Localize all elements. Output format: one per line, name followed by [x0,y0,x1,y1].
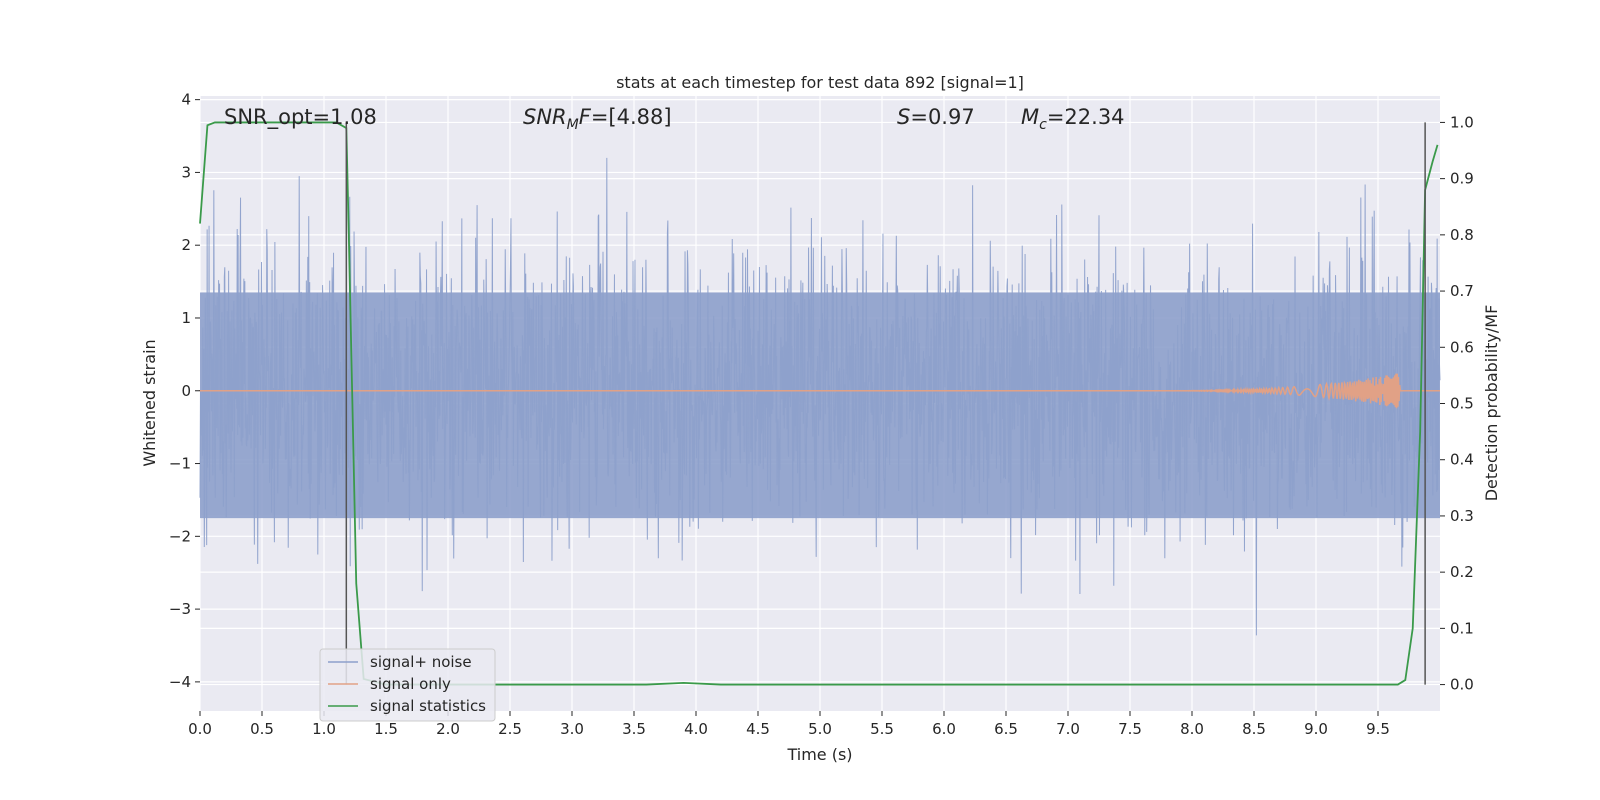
x-tick-label-5: 2.5 [498,720,522,738]
y2-tick-label-3: 0.3 [1450,507,1474,525]
mc-symbol: M [1021,105,1039,129]
x-tick-label-4: 2.0 [436,720,460,738]
y-axis-label: Whitened strain [140,339,159,466]
x-tick-label-16: 8.0 [1180,720,1204,738]
x-tick-label-1: 0.5 [250,720,274,738]
x-tick-label-19: 9.5 [1366,720,1390,738]
y2-tick-label-5: 0.5 [1450,395,1474,413]
signal-statistics-series [199,121,1439,686]
annotation-snr-mf: SNRMF=[4.88] [523,105,672,133]
y-tick-label-3: −1 [169,455,191,473]
legend: signal+ noise signal only signal statist… [319,648,496,722]
y2-tick-label-6: 0.6 [1450,338,1474,356]
annotation-mc: Mc=22.34 [1021,105,1125,133]
y2-tick-label-10: 1.0 [1450,113,1474,131]
x-tick-label-14: 7.0 [1056,720,1080,738]
x-tick-label-8: 4.0 [684,720,708,738]
x-tick-label-3: 1.5 [374,720,398,738]
y-tick-label-1: −3 [169,600,191,618]
y2-tick-label-1: 0.1 [1450,619,1474,637]
stats-line [199,121,1439,686]
annotation-snr-opt: SNR_opt=1.08 [224,105,377,130]
x-axis-ticks: 0.0 0.5 1.0 1.5 2.0 2.5 3.0 3.5 4.0 4.5 5.0 5.5 6.0 6… [188,711,1390,738]
legend-stats-label: signal statistics [370,697,486,715]
y-tick-label-4: 0 [181,382,191,400]
s-symbol: S [897,105,910,129]
y2-tick-label-0: 0.0 [1450,676,1474,694]
x-tick-label-11: 5.5 [870,720,894,738]
x-tick-label-9: 4.5 [746,720,770,738]
y2-tick-label-2: 0.2 [1450,563,1474,581]
x-tick-label-7: 3.5 [622,720,646,738]
chart-title: stats at each timestep for test data 892… [616,73,1024,92]
snr-mf-subscript: M [567,117,579,133]
mc-value: =22.34 [1047,105,1125,129]
signal-line [199,373,1440,409]
signal-noise-series [199,157,1441,636]
y2-axis-label: Detection probability/MF [1482,305,1501,502]
legend-signal-label: signal only [370,675,451,693]
mc-subscript: c [1039,117,1047,133]
signal-only-series [199,373,1440,409]
y2-tick-label-9: 0.9 [1450,170,1474,188]
annotation-s: S=0.97 [897,105,975,129]
vertical-markers [345,122,1426,685]
x-axis-label: Time (s) [786,745,852,764]
legend-noise-label: signal+ noise [370,653,472,671]
y2-tick-label-7: 0.7 [1450,282,1474,300]
x-tick-label-15: 7.5 [1118,720,1142,738]
snr-mf-symbol: SNR [523,105,567,129]
snr-mf-value: =[4.88] [591,105,672,129]
x-tick-label-0: 0.0 [188,720,212,738]
x-tick-label-13: 6.5 [994,720,1018,738]
s-value: =0.97 [910,105,974,129]
y-tick-label-0: −4 [169,673,191,691]
x-tick-label-10: 5.0 [808,720,832,738]
y2-tick-label-4: 0.4 [1450,451,1474,469]
legend-box [319,648,496,722]
y-axis-ticks: −4 −3 −2 −1 0 1 2 3 4 [169,91,200,691]
x-tick-label-12: 6.0 [932,720,956,738]
y-tick-label-7: 3 [181,163,191,181]
x-tick-label-18: 9.0 [1304,720,1328,738]
y-tick-label-2: −2 [169,527,191,545]
x-tick-label-2: 1.0 [312,720,336,738]
x-tick-label-6: 3.0 [560,720,584,738]
noise-line [199,157,1441,636]
y-tick-label-5: 1 [181,309,191,327]
snr-mf-f: F [579,105,592,129]
x-tick-label-17: 8.5 [1242,720,1266,738]
y2-tick-label-8: 0.8 [1450,226,1474,244]
y-tick-label-8: 4 [181,91,191,109]
y-tick-label-6: 2 [181,236,191,254]
y2-axis-ticks: 0.0 0.1 0.2 0.3 0.4 0.5 0.6 0.7 0.8 0.9 1.0 [1440,113,1474,694]
